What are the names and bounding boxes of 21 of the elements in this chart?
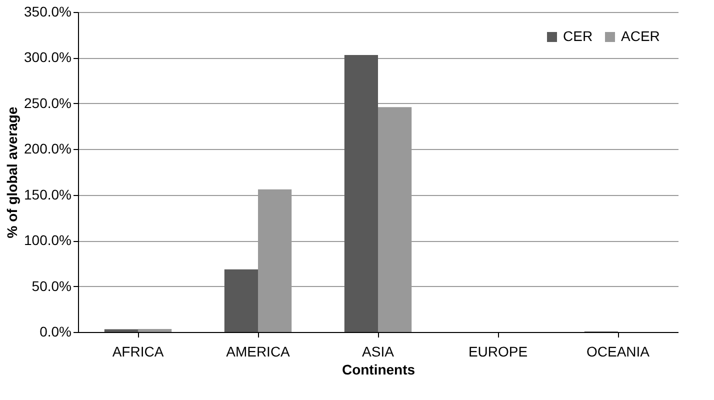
y-tick-label: 0.0% [40, 324, 72, 340]
bar [138, 328, 172, 332]
y-tick-label: 250.0% [24, 94, 72, 111]
y-tick-label: 50.0% [32, 278, 72, 294]
x-tick-label: ASIA [362, 344, 395, 360]
x-tick-label: OCEANIA [586, 344, 650, 360]
y-tick-label: 100.0% [24, 232, 72, 248]
bar [104, 329, 138, 332]
y-tick-label: 200.0% [24, 140, 72, 157]
bar [224, 269, 258, 332]
y-tick-label: 300.0% [24, 49, 72, 66]
y-tick-label: 350.0% [24, 4, 72, 20]
x-tick-label: EUROPE [468, 344, 528, 360]
bar [344, 54, 378, 332]
x-axis-title: Continents [342, 362, 416, 378]
x-tick-label: AMERICA [226, 344, 291, 360]
legend-label: ACER [621, 28, 660, 44]
x-tick-label: AFRICA [112, 344, 164, 360]
y-axis-title: % of global average [4, 106, 20, 238]
y-tick-label: 150.0% [24, 186, 72, 202]
legend-label: CER [563, 28, 593, 44]
